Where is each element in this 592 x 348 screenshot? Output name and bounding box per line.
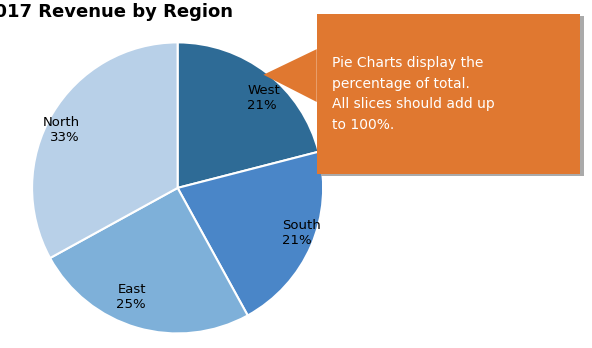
- Wedge shape: [32, 42, 178, 258]
- Text: 2017 Revenue by Region: 2017 Revenue by Region: [0, 3, 233, 21]
- Wedge shape: [178, 42, 318, 188]
- Text: East
25%: East 25%: [116, 283, 146, 311]
- Text: North
33%: North 33%: [43, 116, 80, 144]
- Text: South
21%: South 21%: [282, 219, 320, 247]
- Text: Pie Charts display the
percentage of total.
All slices should add up
to 100%.: Pie Charts display the percentage of tot…: [332, 56, 494, 132]
- Wedge shape: [178, 152, 323, 315]
- Wedge shape: [50, 188, 247, 333]
- Text: West
21%: West 21%: [247, 84, 280, 112]
